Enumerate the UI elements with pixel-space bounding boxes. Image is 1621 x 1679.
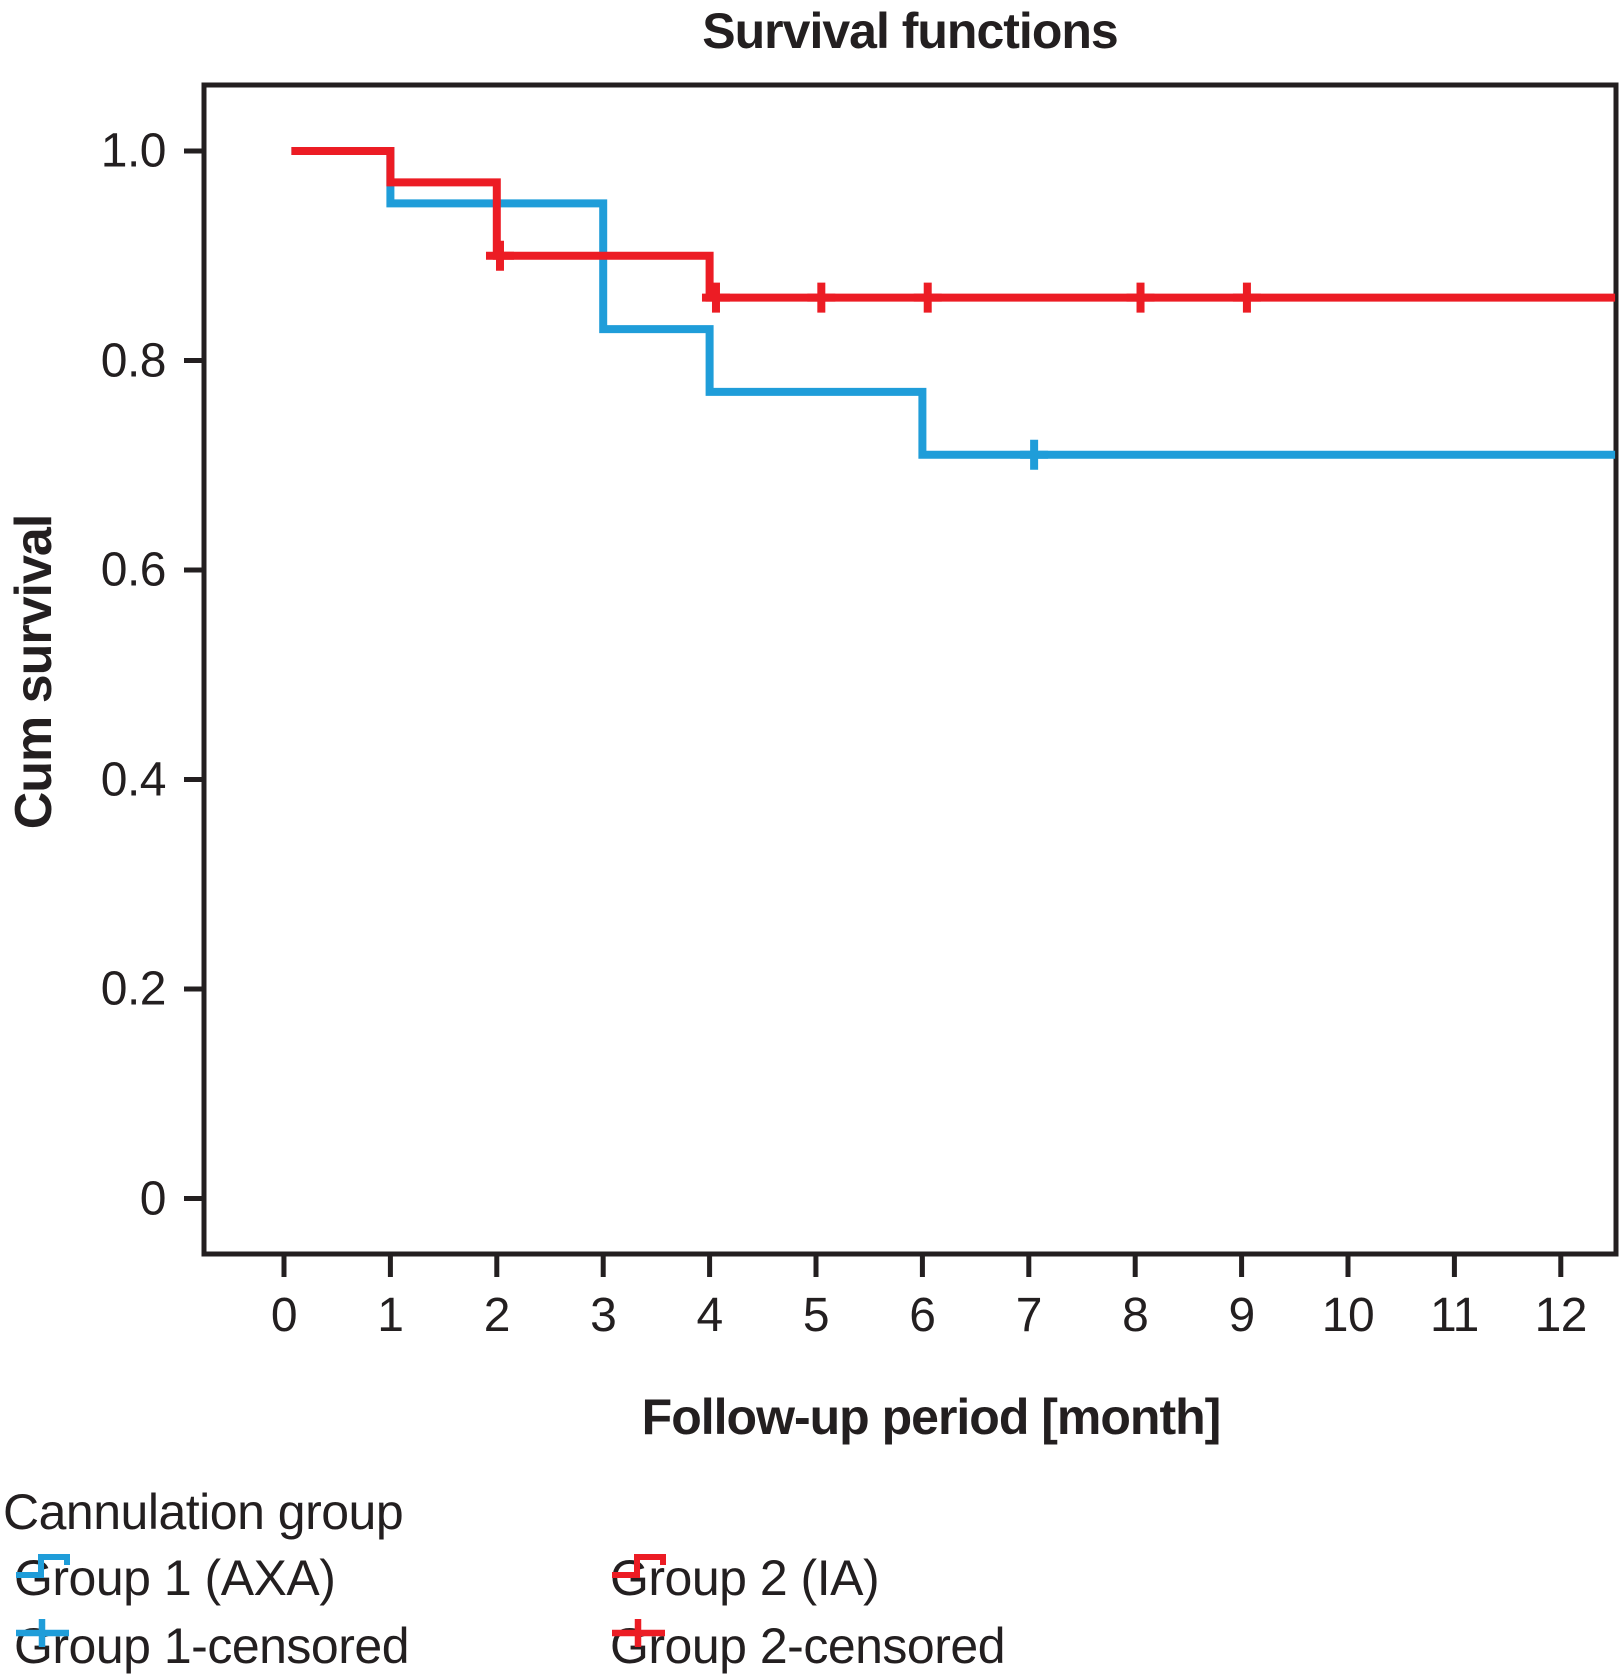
page-title: Survival functions	[702, 3, 1118, 59]
censor-mark-group2	[701, 282, 730, 313]
x-tick-label: 3	[590, 1289, 617, 1342]
x-tick-label: 4	[696, 1289, 723, 1342]
censor-mark-group2	[1232, 282, 1261, 313]
y-tick-label: 0.6	[100, 543, 167, 597]
step-icon	[612, 1554, 666, 1578]
legend-item-group1: Group 1 (AXA)	[14, 1548, 336, 1608]
censor-mark-group2	[807, 282, 836, 313]
x-axis-title: Follow-up period [month]	[641, 1389, 1222, 1445]
x-tick-label: 7	[1015, 1289, 1043, 1342]
plot-border	[201, 82, 1619, 1257]
y-tick-label: 0.4	[100, 753, 167, 806]
x-tick-label: 0	[270, 1289, 298, 1342]
y-tick-label: 0	[139, 1172, 167, 1225]
legend-item-group1-censored: Group 1-censored	[14, 1616, 410, 1676]
survival-curve-group1	[291, 147, 1616, 459]
legend-item-label: Group 2-censored	[610, 1618, 1006, 1674]
legend-item-group2: Group 2 (IA)	[610, 1548, 880, 1608]
censor-mark-group1	[1020, 439, 1049, 470]
x-tick-label: 11	[1429, 1289, 1479, 1342]
x-tick-label: 10	[1321, 1289, 1375, 1342]
x-tick-label: 1	[377, 1289, 404, 1342]
x-tick-label: 2	[483, 1289, 511, 1342]
y-axis-title: Cum survival	[5, 514, 63, 830]
plus-icon	[16, 1619, 69, 1647]
censor-mark-group2	[1126, 282, 1155, 313]
y-tick-label: 0.2	[100, 962, 167, 1016]
x-tick-label: 12	[1534, 1289, 1588, 1342]
y-tick-label: 1.0	[100, 124, 167, 178]
x-tick-label: 8	[1122, 1289, 1149, 1342]
survival-curve-group2	[291, 147, 1616, 302]
censor-mark-group2	[485, 240, 514, 271]
legend-item-label: Group 1-censored	[14, 1618, 410, 1674]
legend-item-group2-censored: Group 2-censored	[610, 1616, 1006, 1676]
y-tick-label: 0.8	[100, 334, 167, 387]
step-icon	[16, 1554, 70, 1578]
x-tick-label: 9	[1228, 1289, 1255, 1342]
plus-icon	[612, 1619, 665, 1647]
x-tick-label: 6	[909, 1289, 936, 1342]
censor-mark-group2	[913, 282, 942, 313]
x-tick-label: 5	[802, 1289, 830, 1342]
legend-heading: Cannulation group	[3, 1484, 404, 1540]
